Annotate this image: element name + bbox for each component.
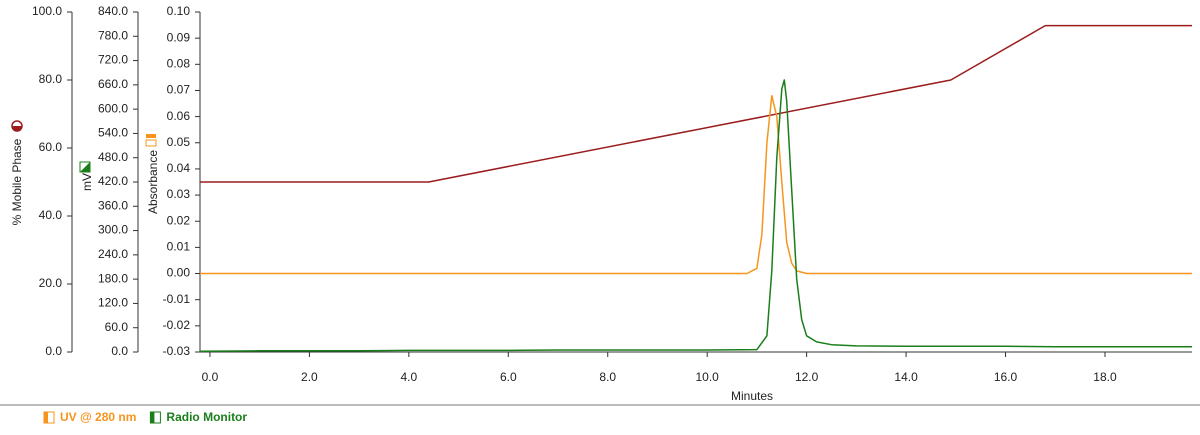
- y2-tick-label: 60.0: [105, 320, 129, 334]
- y-tick-label: -0.03: [163, 344, 191, 358]
- legend-icon: [44, 412, 48, 423]
- series-line: [200, 94, 1192, 275]
- y2-label: mV: [80, 173, 94, 191]
- x-tick-label: 18.0: [1093, 370, 1117, 384]
- y2-tick-label: 360.0: [98, 198, 128, 212]
- y-label: Absorbance: [146, 150, 160, 214]
- y-tick-label: 0.03: [167, 187, 191, 201]
- y2-tick-label: 300.0: [98, 223, 128, 237]
- y-tick-label: 0.08: [167, 56, 191, 70]
- y-tick-label: 0.01: [167, 240, 191, 254]
- x-tick-label: 16.0: [994, 370, 1018, 384]
- x-tick-label: 0.0: [202, 370, 219, 384]
- y-tick-label: 0.07: [167, 83, 191, 97]
- y3-tick-label: 100.0: [32, 4, 62, 18]
- y3-tick-label: 80.0: [39, 72, 63, 86]
- series-line: [200, 24, 1192, 183]
- y3-tick-label: 0.0: [45, 344, 62, 358]
- x-tick-label: 14.0: [894, 370, 918, 384]
- y-tick-label: 0.05: [167, 135, 191, 149]
- series-line: [199, 79, 1192, 352]
- y-tick-label: -0.02: [163, 318, 191, 332]
- y2-tick-label: 420.0: [98, 174, 128, 188]
- y-tick-label: 0.06: [167, 109, 191, 123]
- y2-tick-label: 840.0: [98, 4, 128, 18]
- y2-tick-label: 0.0: [111, 344, 128, 358]
- x-tick-label: 6.0: [500, 370, 517, 384]
- y3-tick-label: 60.0: [39, 140, 63, 154]
- y2-tick-label: 240.0: [98, 247, 128, 261]
- y-tick-label: -0.01: [163, 292, 191, 306]
- axis-icons: [11, 120, 157, 173]
- y-tick-label: 0.09: [167, 30, 191, 44]
- legend-label: Radio Monitor: [166, 410, 247, 424]
- x-tick-label: 12.0: [795, 370, 819, 384]
- y3-tick-label: 40.0: [39, 208, 63, 222]
- legend: UV @ 280 nm Radio Monitor: [43, 410, 247, 424]
- y2-tick-label: 660.0: [98, 77, 128, 91]
- x-tick-label: 4.0: [400, 370, 417, 384]
- y2-tick-label: 480.0: [98, 150, 128, 164]
- y-tick-label: 0.04: [167, 161, 191, 175]
- legend-label: UV @ 280 nm: [60, 410, 136, 424]
- y-tick-label: 0.00: [167, 266, 191, 280]
- y3-label: % Mobile Phase: [10, 138, 24, 225]
- y2-tick-label: 120.0: [98, 296, 128, 310]
- x-tick-label: 2.0: [301, 370, 318, 384]
- y3-tick-label: 20.0: [39, 276, 63, 290]
- x-label: Minutes: [731, 389, 773, 403]
- y2-tick-label: 720.0: [98, 53, 128, 67]
- y2-tick-label: 600.0: [98, 101, 128, 115]
- y2-tick-label: 780.0: [98, 28, 128, 42]
- y-tick-label: 0.02: [167, 213, 191, 227]
- legend-icon: [150, 412, 155, 423]
- y2-tick-label: 540.0: [98, 126, 128, 140]
- y2-tick-label: 180.0: [98, 271, 128, 285]
- x-tick-label: 10.0: [696, 370, 720, 384]
- x-tick-label: 8.0: [599, 370, 616, 384]
- y-tick-label: 0.10: [167, 4, 191, 18]
